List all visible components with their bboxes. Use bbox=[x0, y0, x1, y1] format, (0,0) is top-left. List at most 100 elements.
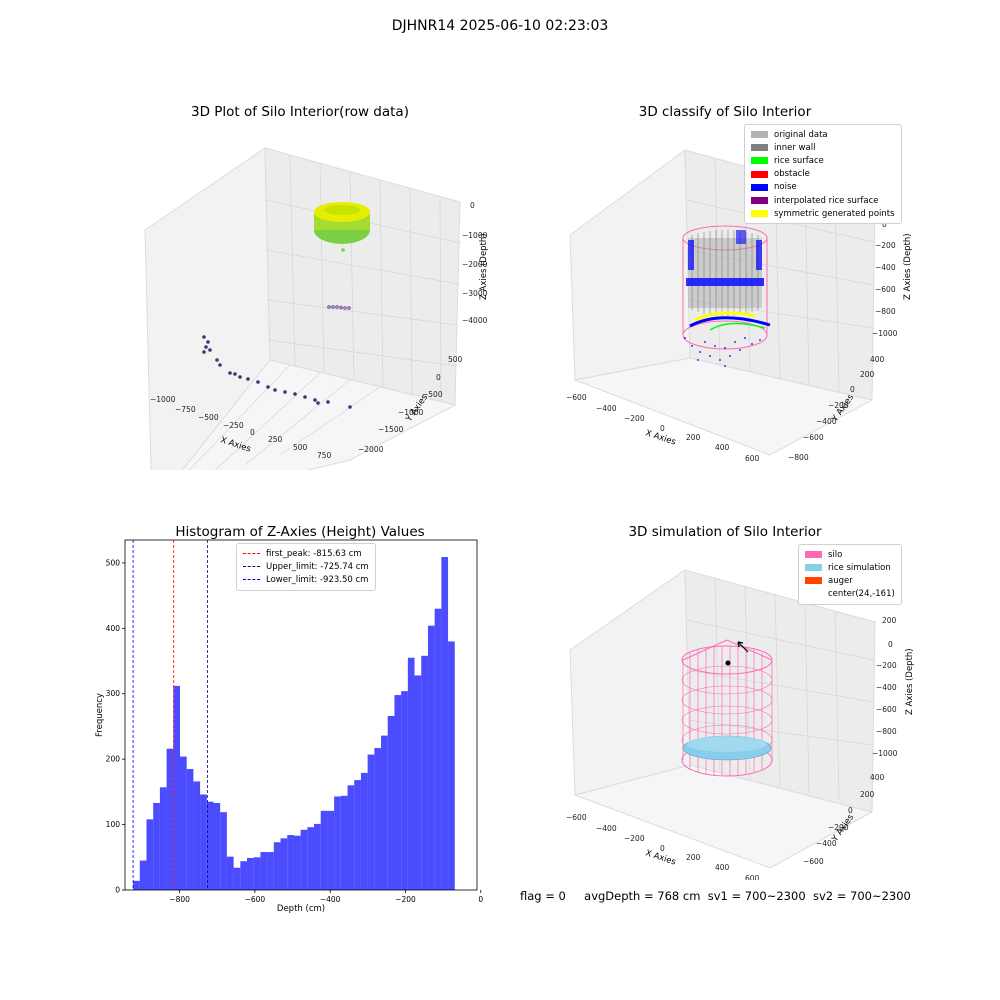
status-line: flag = 0 avgDepth = 768 cm sv1 = 700~230… bbox=[520, 889, 911, 903]
y-tick-label: 400 bbox=[106, 624, 121, 633]
svg-text:0: 0 bbox=[848, 806, 853, 815]
histogram-x-ticks: −800 −600 −400 −200 0 bbox=[169, 890, 483, 904]
svg-text:−750: −750 bbox=[175, 405, 196, 414]
histogram-bar bbox=[360, 772, 368, 890]
histogram-bar bbox=[320, 810, 328, 890]
legend-swatch bbox=[751, 131, 768, 139]
histogram-bar bbox=[367, 754, 375, 890]
histogram-legend: first_peak: -815.63 cm Upper_limit: -725… bbox=[236, 543, 376, 591]
legend-item-rice-surface: rice surface bbox=[751, 154, 895, 167]
svg-text:−250: −250 bbox=[223, 421, 244, 430]
histogram-chart[interactable]: −800 −600 −400 −200 0 0 100 200 300 400 500 Depth… bbox=[80, 530, 500, 920]
svg-text:400: 400 bbox=[870, 355, 885, 364]
legend-swatch bbox=[805, 591, 822, 598]
x-tick-label: −800 bbox=[169, 895, 190, 904]
classify-legend: original data inner wall rice surface ob… bbox=[744, 124, 902, 225]
y-tick-label: 100 bbox=[106, 820, 121, 829]
svg-text:−600: −600 bbox=[875, 285, 896, 294]
histogram-bar bbox=[200, 794, 207, 890]
y-tick-label: 200 bbox=[106, 755, 121, 764]
svg-text:750: 750 bbox=[317, 451, 332, 460]
legend-item-silo: silo bbox=[805, 548, 895, 561]
legend-item-rice-simulation: rice simulation bbox=[805, 561, 895, 574]
svg-text:−400: −400 bbox=[876, 683, 897, 692]
histogram-bar bbox=[381, 735, 388, 890]
svg-text:200: 200 bbox=[686, 853, 701, 862]
histogram-bar bbox=[427, 625, 435, 890]
svg-text:400: 400 bbox=[870, 773, 885, 782]
svg-text:−600: −600 bbox=[803, 857, 824, 866]
svg-text:−200: −200 bbox=[875, 241, 896, 250]
svg-text:−1000: −1000 bbox=[462, 231, 488, 240]
histogram-bar bbox=[186, 768, 194, 890]
raw-pane-floor bbox=[181, 359, 457, 470]
legend-item-inner-wall: inner wall bbox=[751, 141, 895, 154]
histogram-bar bbox=[253, 857, 261, 890]
svg-text:0: 0 bbox=[436, 373, 441, 382]
svg-text:−200: −200 bbox=[876, 661, 897, 670]
legend-item-symmetric: symmetric generated points bbox=[751, 207, 895, 220]
svg-text:−1000: −1000 bbox=[150, 395, 176, 404]
histogram-bar bbox=[146, 819, 154, 890]
svg-text:−600: −600 bbox=[566, 393, 587, 402]
legend-line bbox=[243, 579, 260, 581]
histogram-y-ticks: 0 100 200 300 400 500 bbox=[106, 558, 125, 895]
svg-text:0: 0 bbox=[850, 385, 855, 394]
histogram-bar bbox=[153, 802, 160, 890]
legend-swatch bbox=[751, 183, 768, 191]
histogram-bar bbox=[421, 655, 428, 890]
histogram-bar bbox=[401, 691, 408, 890]
histogram-bar bbox=[414, 675, 422, 890]
histogram-bar bbox=[300, 829, 308, 890]
histogram-bar bbox=[159, 787, 167, 890]
histogram-bar bbox=[441, 557, 449, 890]
svg-text:−4000: −4000 bbox=[462, 316, 488, 325]
classify-y-ticks: 400 200 0−200 −400 −600 −800 bbox=[788, 355, 885, 462]
classify-plot-title: 3D classify of Silo Interior bbox=[638, 104, 812, 120]
histogram-bar bbox=[434, 608, 442, 890]
x-tick-label: −200 bbox=[395, 895, 416, 904]
sv1-text: sv1 = 700~2300 bbox=[707, 889, 806, 903]
histogram-bar bbox=[407, 657, 415, 890]
svg-text:−400: −400 bbox=[875, 263, 896, 272]
histogram-bar bbox=[226, 856, 234, 890]
svg-text:−400: −400 bbox=[596, 404, 617, 413]
histogram-bar bbox=[340, 795, 348, 890]
legend-item-obstacle: obstacle bbox=[751, 168, 895, 181]
sim-z-ticks: 200 0 −200 −400 −600 −800 −1000 bbox=[872, 616, 898, 758]
svg-text:−200: −200 bbox=[828, 401, 849, 410]
histogram-bar bbox=[374, 748, 382, 890]
histogram-bar bbox=[220, 812, 227, 890]
classify-pane-left bbox=[569, 149, 691, 381]
svg-text:200: 200 bbox=[860, 790, 875, 799]
raw-ring-points bbox=[314, 202, 370, 252]
raw-x-ticks: −1000−750 −500 −250 0 250 500 750 bbox=[150, 395, 332, 460]
raw-mid-points bbox=[327, 305, 351, 310]
svg-text:−600: −600 bbox=[566, 813, 587, 822]
x-tick-label: −400 bbox=[320, 895, 341, 904]
svg-text:−1000: −1000 bbox=[398, 408, 424, 417]
histogram-bar bbox=[133, 880, 140, 890]
x-tick-label: −600 bbox=[245, 895, 266, 904]
histogram-bar bbox=[206, 801, 214, 890]
histogram-bar bbox=[334, 796, 341, 890]
raw-z-label: Z Axies (Depth) bbox=[479, 233, 489, 300]
histogram-bar bbox=[394, 695, 402, 890]
svg-text:−2000: −2000 bbox=[358, 445, 384, 454]
histogram-bar bbox=[387, 715, 395, 890]
svg-text:600: 600 bbox=[745, 454, 760, 463]
histogram-bar bbox=[314, 823, 321, 890]
sim-x-ticks: −600 −400 −200 0 200 400 600 bbox=[566, 813, 760, 880]
svg-text:−200: −200 bbox=[624, 834, 645, 843]
svg-text:400: 400 bbox=[715, 443, 730, 452]
flag-text: flag = 0 bbox=[520, 889, 566, 903]
legend-swatch bbox=[805, 564, 822, 572]
svg-text:500: 500 bbox=[293, 443, 308, 452]
histogram-bar bbox=[327, 810, 335, 890]
sim-pane-floor bbox=[573, 764, 874, 869]
svg-text:400: 400 bbox=[715, 863, 730, 872]
histogram-bars bbox=[133, 557, 455, 890]
y-tick-label: 500 bbox=[106, 558, 121, 567]
